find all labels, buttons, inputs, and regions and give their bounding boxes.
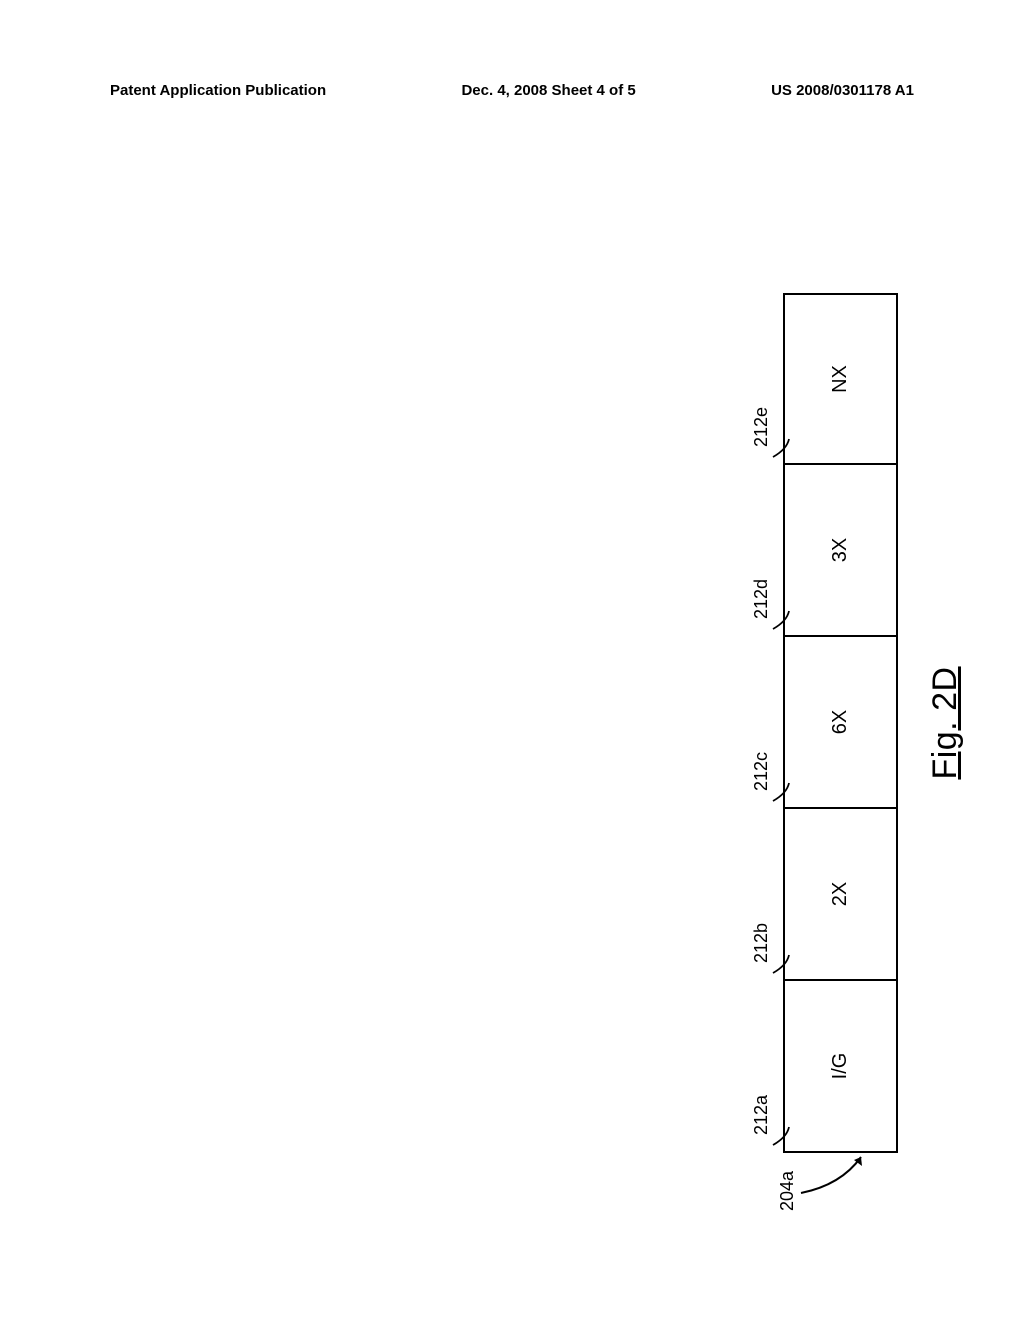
cell-2: 212c 6X bbox=[783, 637, 898, 809]
overall-ref-label: 204a bbox=[777, 1171, 798, 1211]
ref-label-3: 212d bbox=[751, 579, 772, 619]
callout-icon bbox=[771, 437, 791, 459]
callout-icon bbox=[771, 609, 791, 631]
ref-label-2: 212c bbox=[751, 752, 772, 791]
figure-caption: Fig. 2D bbox=[926, 293, 965, 1153]
figure-2d: 204a 212a I/G 212b 2X 212c 6X 212d 3X 21… bbox=[783, 293, 965, 1153]
cell-value-2: 6X bbox=[829, 710, 852, 734]
ref-label-4: 212e bbox=[751, 407, 772, 447]
callout-icon bbox=[771, 781, 791, 803]
page-header: Patent Application Publication Dec. 4, 2… bbox=[0, 82, 1024, 99]
callout-icon bbox=[771, 953, 791, 975]
header-left: Patent Application Publication bbox=[110, 82, 326, 99]
cell-value-1: 2X bbox=[829, 882, 852, 906]
cell-value-0: I/G bbox=[829, 1053, 852, 1080]
header-middle: Dec. 4, 2008 Sheet 4 of 5 bbox=[461, 82, 635, 99]
cell-4: 212e NX bbox=[783, 293, 898, 465]
callout-icon bbox=[771, 1125, 791, 1147]
ref-label-0: 212a bbox=[751, 1095, 772, 1135]
cell-1: 212b 2X bbox=[783, 809, 898, 981]
data-structure-row: 212a I/G 212b 2X 212c 6X 212d 3X 212e NX bbox=[783, 293, 898, 1153]
cell-value-3: 3X bbox=[829, 538, 852, 562]
cell-value-4: NX bbox=[829, 365, 852, 393]
overall-ref-arrow bbox=[797, 1149, 875, 1197]
ref-label-1: 212b bbox=[751, 923, 772, 963]
cell-3: 212d 3X bbox=[783, 465, 898, 637]
header-right: US 2008/0301178 A1 bbox=[771, 82, 914, 99]
cell-0: 212a I/G bbox=[783, 981, 898, 1153]
